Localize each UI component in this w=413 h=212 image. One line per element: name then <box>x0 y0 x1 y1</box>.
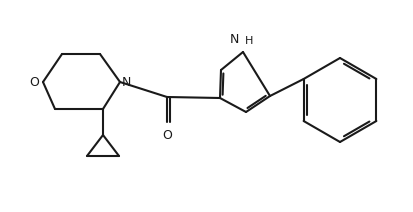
Text: O: O <box>29 75 39 88</box>
Text: O: O <box>161 129 171 142</box>
Text: H: H <box>244 36 253 46</box>
Text: N: N <box>229 33 238 46</box>
Text: N: N <box>122 75 131 88</box>
